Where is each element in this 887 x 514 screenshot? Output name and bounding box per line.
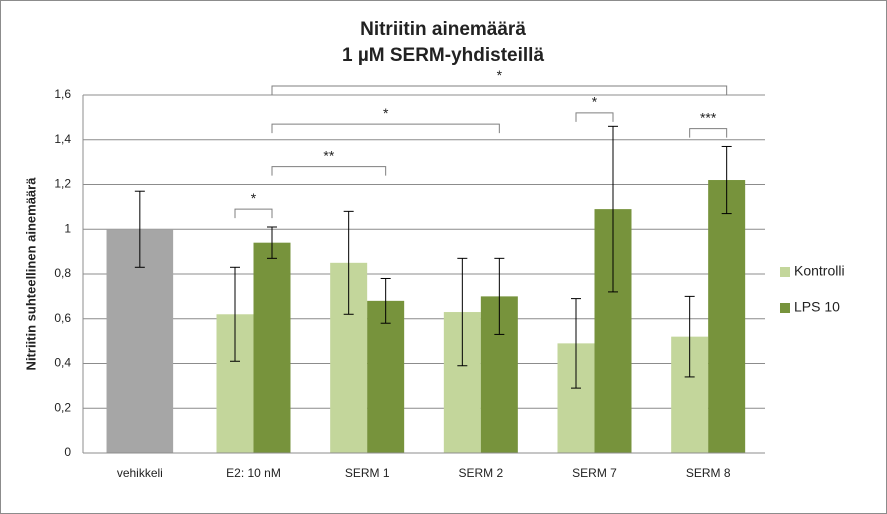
x-tick-label: SERM 2 [458, 466, 503, 480]
significance-label: * [383, 105, 389, 121]
y-tick-label: 1,4 [54, 132, 71, 146]
y-axis-label: Nitriitin suhteellinen ainemäärä [23, 177, 38, 371]
y-tick-label: 0,4 [54, 356, 71, 370]
significance-label: * [251, 190, 257, 206]
significance-bracket [689, 128, 728, 138]
x-tick-label: E2: 10 nM [226, 466, 281, 480]
chart-subtitle: 1 µM SERM-yhdisteillä [342, 45, 544, 66]
legend-swatch [780, 303, 790, 313]
y-tick-label: 1 [64, 221, 71, 235]
bar [367, 300, 405, 453]
significance-bracket [575, 112, 614, 122]
y-tick-label: 0 [64, 445, 71, 459]
y-tick-label: 1,6 [54, 87, 71, 101]
significance-label: * [592, 94, 598, 110]
significance-bracket [271, 166, 387, 176]
x-tick-label: SERM 8 [686, 466, 731, 480]
y-tick-label: 0,8 [54, 266, 71, 280]
legend-swatch [780, 267, 790, 277]
significance-label: * [497, 67, 503, 83]
legend-label: LPS 10 [794, 299, 840, 315]
x-tick-label: SERM 7 [572, 466, 617, 480]
x-tick-label: vehikkeli [117, 466, 163, 480]
x-tick-label: SERM 1 [345, 466, 390, 480]
y-tick-label: 1,2 [54, 177, 71, 191]
significance-bracket [234, 208, 273, 219]
significance-label: *** [700, 109, 717, 125]
legend-label: Kontrolli [794, 263, 845, 279]
chart-title: Nitriitin ainemäärä [360, 19, 526, 40]
bar [253, 242, 291, 453]
significance-bracket [271, 85, 728, 96]
y-tick-label: 0,6 [54, 311, 71, 325]
y-tick-label: 0,2 [54, 400, 71, 414]
significance-label: ** [323, 147, 334, 163]
significance-bracket [271, 123, 500, 134]
bar [708, 180, 746, 453]
